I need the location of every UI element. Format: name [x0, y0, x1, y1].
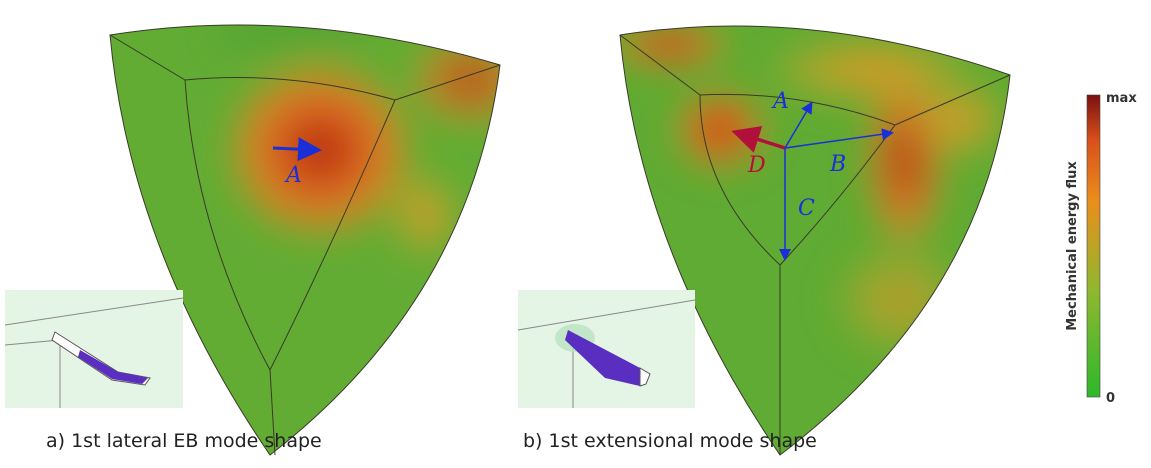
label: C — [798, 196, 815, 221]
figure: A a) 1st lateral EB mode shape A B C D b… — [0, 0, 1151, 468]
inset-a — [5, 290, 183, 408]
label: A — [771, 89, 789, 114]
colorbar-min: 0 — [1106, 391, 1115, 406]
caption: b) 1st extensional mode shape — [523, 430, 817, 452]
label: B — [829, 152, 846, 177]
caption: a) 1st lateral EB mode shape — [46, 430, 322, 452]
inset-b — [518, 290, 695, 408]
colorbar — [1087, 95, 1100, 397]
label: A — [284, 163, 302, 188]
arrow — [273, 148, 316, 150]
colorbar-max: max — [1106, 91, 1137, 106]
colorbar-title: Mechanical energy flux — [1065, 161, 1080, 331]
label: D — [747, 153, 766, 178]
